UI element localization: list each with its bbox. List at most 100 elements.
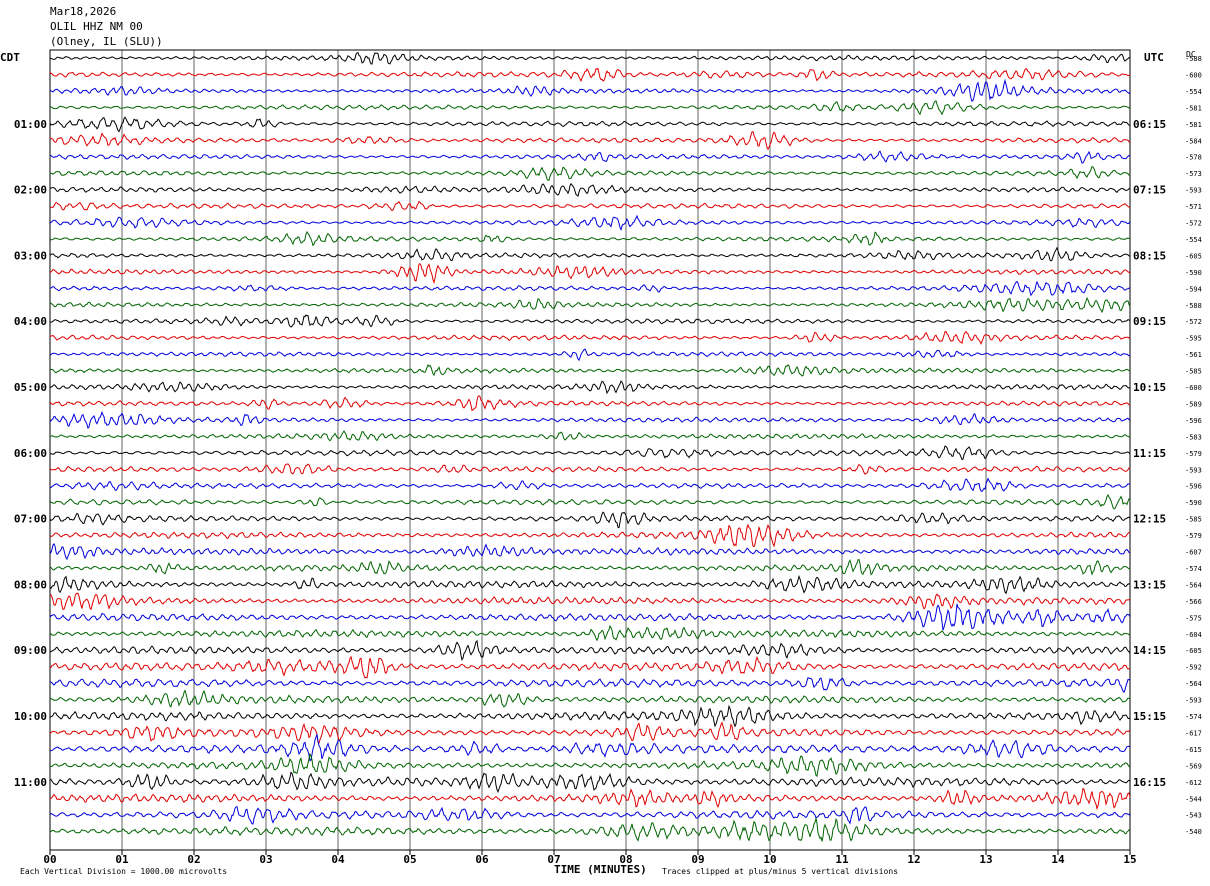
- dc-offset-value: -566: [1185, 598, 1202, 606]
- dc-offset-value: -588: [1185, 55, 1202, 63]
- dc-offset-value: -585: [1185, 516, 1202, 524]
- x-tick-label: 01: [115, 853, 129, 866]
- cdt-hour-label: 03:00: [14, 249, 47, 262]
- plot-grid: [49, 49, 1131, 851]
- trace-row: [49, 78, 1131, 102]
- plot-frame: [49, 49, 1131, 851]
- dc-offset-value: -604: [1185, 631, 1202, 639]
- utc-hour-label: 09:15: [1133, 315, 1166, 328]
- dc-offset-value: -590: [1185, 269, 1202, 277]
- trace-row: [49, 246, 1131, 262]
- cdt-hour-label: 06:00: [14, 447, 47, 460]
- seismic-traces: [49, 51, 1131, 842]
- dc-offset-value: -592: [1185, 664, 1202, 672]
- trace-row: [49, 150, 1131, 164]
- trace-row: [49, 230, 1131, 247]
- trace-row: [49, 263, 1131, 285]
- dc-offset-value: -578: [1185, 154, 1202, 162]
- trace-row: [49, 296, 1131, 314]
- trace-row: [49, 732, 1131, 762]
- x-axis-label: TIME (MINUTES): [554, 863, 647, 876]
- utc-hour-labels: 06:15 07:15 08:15 09:15 10:15 11:15 12:15 13:15…: [1133, 118, 1166, 789]
- dc-offset-value: -600: [1185, 384, 1202, 392]
- x-tick-label: 11: [835, 853, 849, 866]
- trace-row: [49, 558, 1130, 576]
- utc-hour-label: 12:15: [1133, 513, 1166, 526]
- cdt-label: CDT: [0, 51, 20, 64]
- trace-row: [49, 603, 1131, 631]
- trace-row: [49, 314, 1131, 328]
- dc-offset-value: -583: [1185, 433, 1202, 441]
- x-tick-label: 03: [259, 853, 272, 866]
- dc-offset-value: -607: [1185, 549, 1202, 557]
- dc-offset-value: -574: [1185, 713, 1202, 721]
- utc-hour-label: 16:15: [1133, 776, 1166, 789]
- utc-hour-label: 07:15: [1133, 184, 1166, 197]
- trace-row: [49, 592, 1131, 611]
- dc-offset-value: -581: [1185, 121, 1202, 129]
- dc-offset-value: -615: [1185, 746, 1202, 754]
- x-tick-label: 10: [763, 853, 776, 866]
- trace-row: [49, 494, 1131, 510]
- trace-row: [49, 165, 1131, 181]
- dc-offset-value: -584: [1185, 137, 1202, 145]
- dc-offset-value: -593: [1185, 697, 1202, 705]
- dc-offset-value: -605: [1185, 252, 1202, 260]
- trace-row: [49, 574, 1131, 595]
- trace-row: [49, 364, 1131, 377]
- cdt-hour-labels: 01:00 02:00 03:00 04:00 05:00 06:00 07:00 08:00…: [14, 118, 47, 789]
- station-label: OLIL HHZ NM 00: [50, 20, 143, 33]
- dc-offset-value: -564: [1185, 680, 1202, 688]
- dc-offset-value: -569: [1185, 762, 1202, 770]
- trace-row: [49, 200, 1131, 212]
- cdt-hour-label: 04:00: [14, 315, 47, 328]
- utc-hour-label: 14:15: [1133, 644, 1166, 657]
- trace-row: [49, 771, 1131, 794]
- cdt-hour-label: 10:00: [14, 710, 47, 723]
- trace-row: [49, 477, 1131, 493]
- trace-row: [49, 410, 1131, 429]
- trace-row: [49, 214, 1131, 232]
- trace-row: [50, 817, 1131, 842]
- dc-offset-labels: -588 -600 -554 -581 -581 -584 -578 -573 -593 -571…: [1185, 55, 1202, 836]
- dc-offset-value: -596: [1185, 417, 1202, 425]
- x-tick-label: 12: [907, 853, 920, 866]
- dc-offset-value: -595: [1185, 335, 1202, 343]
- x-tick-label: 14: [1051, 853, 1065, 866]
- trace-row: [49, 380, 1131, 395]
- x-tick-label: 00: [43, 853, 56, 866]
- dc-offset-value: -571: [1185, 203, 1202, 211]
- x-tick-label: 09: [691, 853, 704, 866]
- scale-note: Each Vertical Division = 1000.00 microvo…: [20, 867, 228, 876]
- trace-row: [49, 704, 1131, 728]
- dc-offset-value: -600: [1185, 71, 1202, 79]
- x-tick-label: 08: [619, 853, 632, 866]
- trace-row: [49, 523, 1131, 548]
- cdt-hour-label: 09:00: [14, 644, 47, 657]
- trace-row: [49, 348, 1131, 362]
- trace-row: [49, 806, 1131, 825]
- trace-row: [49, 330, 1131, 345]
- trace-row: [49, 752, 1131, 777]
- trace-row: [49, 639, 1131, 661]
- cdt-hour-label: 02:00: [14, 184, 47, 197]
- trace-row: [49, 463, 1131, 475]
- x-axis-ticks: 00 01 02 03 04 05 06 07 08 09 10 11 12 13 14 15: [43, 850, 1137, 866]
- trace-row: [49, 51, 1131, 65]
- dc-offset-value: -617: [1185, 729, 1202, 737]
- cdt-hour-label: 11:00: [14, 776, 47, 789]
- trace-row: [49, 116, 1131, 133]
- clip-note: Traces clipped at plus/minus 5 vertical …: [662, 867, 899, 876]
- x-tick-label: 07: [547, 853, 560, 866]
- dc-offset-value: -572: [1185, 318, 1202, 326]
- dc-label: DC: [1186, 50, 1196, 59]
- dc-offset-value: -564: [1185, 581, 1202, 589]
- cdt-hour-label: 05:00: [14, 381, 47, 394]
- trace-row: [49, 543, 1131, 561]
- dc-offset-value: -590: [1185, 499, 1202, 507]
- dc-offset-value: -575: [1185, 614, 1202, 622]
- trace-row: [49, 280, 1131, 297]
- cdt-hour-label: 07:00: [14, 513, 47, 526]
- trace-row: [49, 430, 1131, 442]
